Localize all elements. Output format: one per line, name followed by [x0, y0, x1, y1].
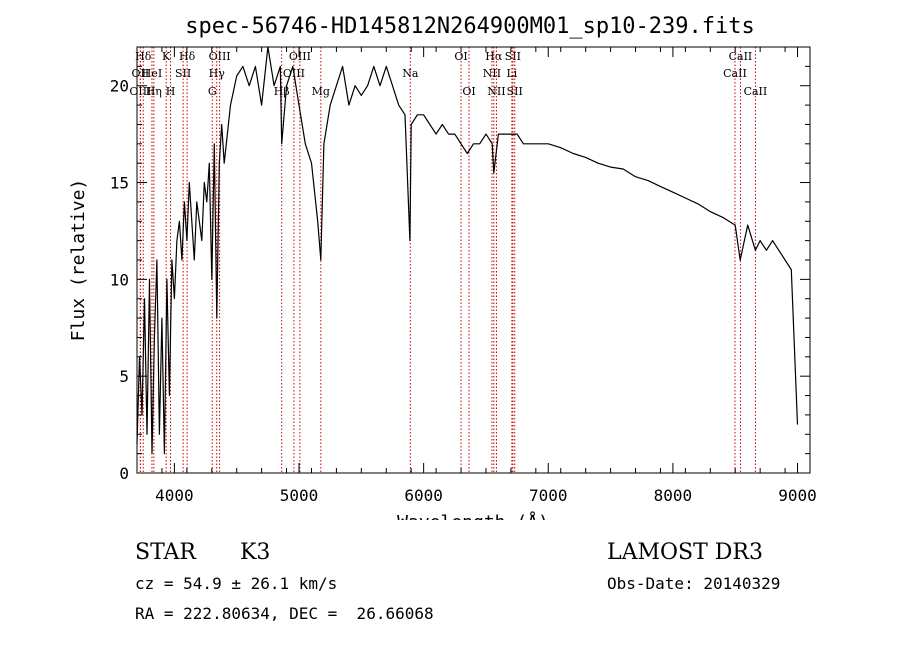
line-marker-label: CaII: [729, 50, 753, 63]
line-marker-label: SII: [507, 85, 523, 98]
obs-date: Obs-Date: 20140329: [607, 574, 781, 593]
line-marker-label: SII: [175, 67, 191, 80]
line-marker-label: Hβ: [274, 85, 290, 98]
y-tick-label: 20: [110, 77, 129, 96]
redshift-cz: cz = 54.9 ± 26.1 km/s: [135, 574, 338, 593]
coordinates: RA = 222.80634, DEC = 26.66068: [135, 604, 434, 623]
y-tick-label: 15: [110, 174, 129, 193]
object-subclass: K3: [240, 540, 271, 565]
line-marker-label: Mg: [312, 85, 330, 98]
y-tick-label: 0: [119, 464, 129, 483]
line-marker-label: OIII: [289, 50, 311, 63]
line-marker-label: G: [208, 85, 217, 98]
line-marker-label: OII: [132, 67, 150, 80]
x-tick-label: 9000: [778, 486, 817, 505]
survey-label: LAMOST DR3: [607, 540, 763, 565]
line-marker-label: H: [166, 85, 176, 98]
object-class: STAR: [135, 540, 196, 565]
line-marker-label: NII: [483, 67, 501, 80]
x-tick-label: 7000: [529, 486, 568, 505]
line-marker-label: Hα: [485, 50, 503, 63]
x-axis-label: Wavelength (Å): [397, 511, 549, 520]
line-marker-label: SII: [505, 50, 521, 63]
line-marker-label: OIII: [129, 85, 151, 98]
line-marker-label: HeI: [142, 67, 162, 80]
line-marker-label: Hγ: [209, 67, 226, 80]
axis-ticks: 4000 5000 6000 7000 8000 9000 0 5 10 15 20: [110, 46, 817, 505]
x-tick-label: 8000: [654, 486, 693, 505]
spectrum-line: [136, 46, 799, 455]
line-marker-label: CaII: [723, 67, 747, 80]
spectrum-series: [136, 46, 799, 455]
chart-title: spec-56746-HD145812N264900M01_sp10-239.f…: [185, 14, 755, 39]
line-marker-label: Hδ: [135, 50, 152, 63]
line-marker-label: OI: [462, 85, 475, 98]
y-tick-label: 10: [110, 270, 129, 289]
line-marker-label: OI: [454, 50, 467, 63]
line-marker-label: Hδ: [179, 50, 196, 63]
line-marker-label: Li: [506, 67, 517, 80]
y-tick-label: 5: [119, 367, 129, 386]
line-marker-label: Na: [402, 67, 419, 80]
x-tick-label: 5000: [280, 486, 319, 505]
plot-frame: [136, 46, 811, 474]
y-axis-label: Flux (relative): [68, 179, 89, 342]
line-marker-label: CaII: [744, 85, 768, 98]
line-marker-label: OIII: [209, 50, 231, 63]
line-marker-label: K: [162, 50, 171, 63]
spectrum-chart: spec-56746-HD145812N264900M01_sp10-239.f…: [68, 14, 817, 520]
line-marker-label: NII: [487, 85, 505, 98]
x-tick-label: 4000: [155, 486, 194, 505]
line-marker-label: Hη: [146, 85, 162, 98]
x-tick-label: 6000: [404, 486, 443, 505]
